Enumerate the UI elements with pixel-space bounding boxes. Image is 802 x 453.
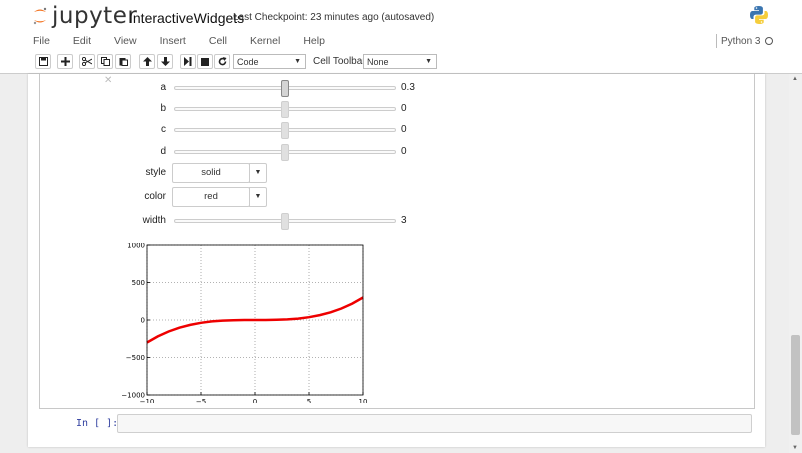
slider-value: 0: [401, 103, 407, 114]
scroll-up-icon[interactable]: ▲: [792, 76, 798, 82]
slider-track[interactable]: [174, 80, 396, 97]
x-tick-label: 0: [253, 398, 257, 403]
slider-label: c: [161, 124, 166, 135]
slider-handle[interactable]: [281, 101, 289, 118]
slider-handle[interactable]: [281, 213, 289, 230]
caret-down-icon[interactable]: ▼: [249, 163, 267, 183]
x-tick-label: 10: [359, 398, 368, 403]
menubar: File Edit View Insert Cell Kernel Help P…: [0, 31, 802, 50]
x-tick-label: −10: [140, 398, 155, 403]
menu-view[interactable]: View: [114, 34, 137, 47]
menu-help[interactable]: Help: [303, 34, 325, 47]
x-tick-label: 5: [307, 398, 311, 403]
menu-cell[interactable]: Cell: [208, 34, 227, 47]
kernel-name: Python 3: [721, 35, 761, 47]
copy-button[interactable]: [97, 54, 113, 69]
slider-value: 3: [401, 215, 407, 226]
save-button[interactable]: [35, 54, 51, 69]
slider-track[interactable]: [174, 122, 396, 139]
slider-value: 0: [401, 124, 407, 135]
y-tick-label: −1000: [121, 392, 145, 400]
y-tick-label: 0: [141, 317, 145, 325]
cell-toolbar-select[interactable]: None ▼: [363, 54, 437, 69]
refresh-icon: [218, 57, 226, 66]
paste-icon: [119, 58, 128, 66]
scroll-down-icon[interactable]: ▼: [792, 445, 798, 451]
input-prompt: In [ ]:: [76, 418, 119, 429]
style-dropdown[interactable]: solid: [172, 163, 250, 183]
kernel-status-icon: [765, 37, 774, 45]
plus-icon: [60, 57, 70, 66]
run-cell-button[interactable]: [180, 54, 196, 69]
y-tick-label: 1000: [127, 243, 145, 250]
cell-toolbar-value: None: [367, 56, 389, 67]
slider-track[interactable]: [174, 101, 396, 118]
cell-toolbar-label: Cell Toolbar:: [313, 56, 369, 67]
move-up-button[interactable]: [139, 54, 155, 69]
stop-icon: [201, 57, 209, 66]
output-area: [39, 74, 755, 409]
series-line: [146, 296, 364, 344]
jupyter-logo-icon: [33, 7, 47, 25]
slider-value: 0.3: [401, 82, 415, 93]
interrupt-button[interactable]: [197, 54, 213, 69]
code-input[interactable]: [117, 414, 752, 433]
slider-label: width: [142, 215, 166, 226]
slider-track[interactable]: [174, 213, 396, 230]
arrow-down-icon: [160, 57, 170, 66]
insert-cell-button[interactable]: [57, 54, 73, 69]
caret-down-icon: ▼: [425, 58, 432, 65]
cut-button[interactable]: [79, 54, 95, 69]
python-logo-icon: [750, 6, 768, 24]
cut-icon: [82, 57, 92, 66]
style-label: style: [145, 167, 166, 178]
menu-kernel[interactable]: Kernel: [249, 34, 281, 47]
slider-label: d: [160, 146, 166, 157]
restart-button[interactable]: [214, 54, 230, 69]
paste-button[interactable]: [115, 54, 131, 69]
checkpoint-status: Last Checkpoint: 23 minutes ago (autosav…: [233, 12, 435, 23]
output-plot: −10 −5 0 5 10 1000 500 0 −500 −1000: [121, 243, 368, 403]
caret-down-icon: ▼: [294, 58, 301, 65]
move-down-button[interactable]: [157, 54, 173, 69]
menu-edit[interactable]: Edit: [72, 34, 92, 47]
y-tick-label: 500: [132, 279, 145, 287]
slider-label: a: [160, 82, 166, 93]
close-widget-icon[interactable]: ✕: [104, 75, 113, 86]
cell-type-value: Code: [237, 56, 259, 67]
slider-track[interactable]: [174, 144, 396, 161]
arrow-up-icon: [142, 57, 152, 66]
step-forward-icon: [184, 57, 192, 66]
menu-file[interactable]: File: [33, 34, 50, 47]
save-icon: [38, 57, 48, 66]
scrollbar-thumb[interactable]: [791, 335, 800, 435]
jupyter-logo-text: jupyter: [52, 3, 138, 29]
slider-handle[interactable]: [281, 122, 289, 139]
x-tick-label: −5: [196, 398, 206, 403]
menu-insert[interactable]: Insert: [159, 34, 186, 47]
slider-handle[interactable]: [281, 80, 289, 97]
toolbar: Code ▼ Cell Toolbar: None ▼: [0, 50, 802, 74]
copy-icon: [100, 57, 110, 66]
caret-down-icon[interactable]: ▼: [249, 187, 267, 207]
color-dropdown[interactable]: red: [172, 187, 250, 207]
y-tick-label: −500: [126, 354, 145, 362]
slider-value: 0: [401, 146, 407, 157]
slider-handle[interactable]: [281, 144, 289, 161]
jupyter-logo[interactable]: jupyter: [33, 3, 137, 29]
notebook-name[interactable]: InteractiveWidgets: [129, 10, 245, 26]
scrollbar[interactable]: ▲ ▼: [789, 74, 802, 453]
cell-type-select[interactable]: Code ▼: [233, 54, 306, 69]
color-label: color: [144, 191, 166, 202]
kernel-indicator: Python 3: [716, 34, 774, 48]
slider-label: b: [160, 103, 166, 114]
notebook-header: jupyter InteractiveWidgets Last Checkpoi…: [0, 0, 802, 31]
